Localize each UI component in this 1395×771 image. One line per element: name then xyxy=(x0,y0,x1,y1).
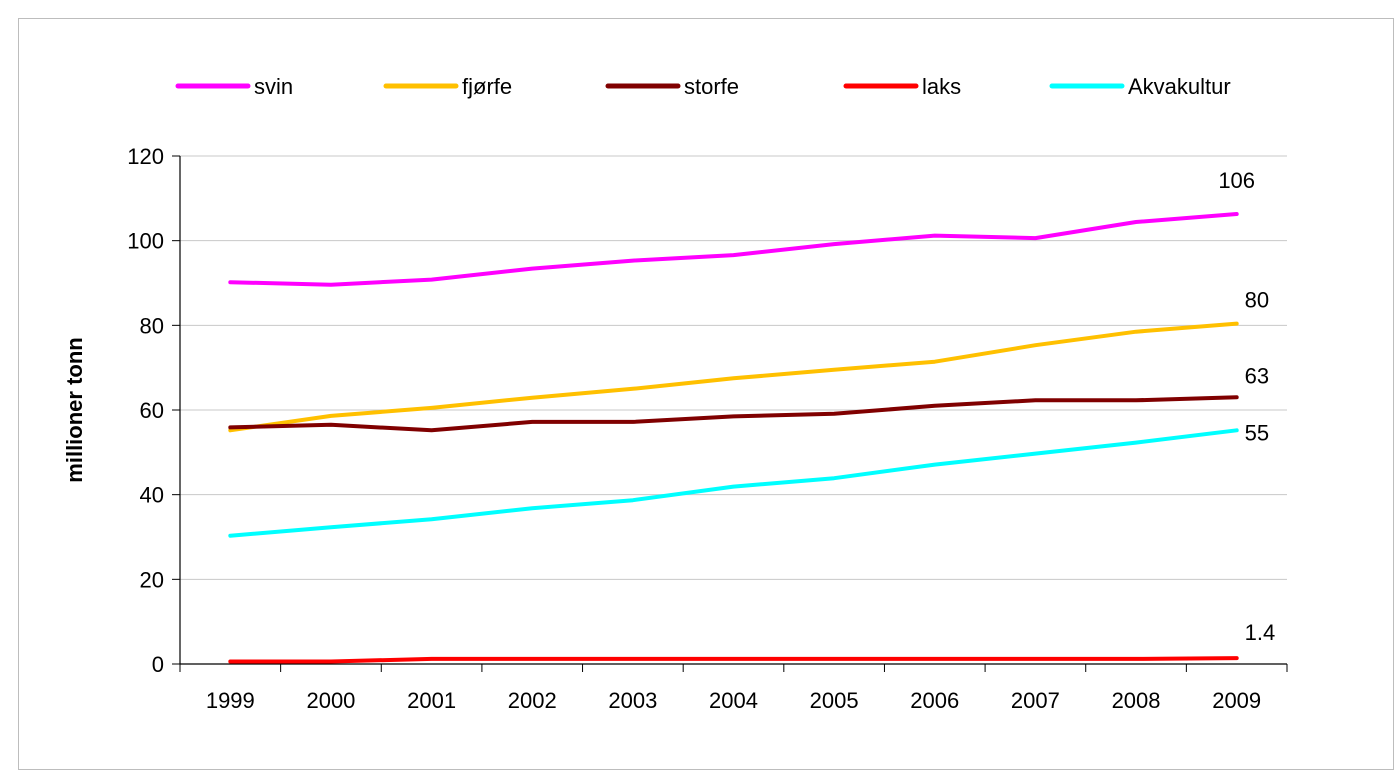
x-tick-label: 2008 xyxy=(1112,688,1161,713)
legend-label-0: svin xyxy=(254,74,293,99)
x-tick-label: 2003 xyxy=(608,688,657,713)
x-tick-label: 2006 xyxy=(910,688,959,713)
chart-frame xyxy=(18,18,1394,770)
y-tick-label: 100 xyxy=(127,229,164,254)
y-tick-label: 60 xyxy=(140,398,164,423)
x-tick-label: 2009 xyxy=(1212,688,1261,713)
y-tick-label: 0 xyxy=(152,652,164,677)
series-line-1 xyxy=(228,321,1239,433)
end-label-2: 63 xyxy=(1245,363,1269,388)
x-tick-label: 1999 xyxy=(206,688,255,713)
end-labels: 106 80 63 1.4 55 xyxy=(1218,168,1275,645)
y-tick-label: 80 xyxy=(140,313,164,338)
series-line-2 xyxy=(228,395,1239,433)
end-label-1: 80 xyxy=(1245,288,1269,313)
axes xyxy=(172,155,1288,672)
series-line-4 xyxy=(228,428,1239,538)
y-tick-label: 40 xyxy=(140,483,164,508)
tick-labels: 0 20 40 60 80 100 120 1999 2000 2001 2002 2003 2004 2… xyxy=(127,144,1261,713)
legend: svin fjørfe storfe laks Akvakultur xyxy=(175,74,1231,99)
series-line-3 xyxy=(228,656,1239,664)
y-tick-label: 20 xyxy=(140,567,164,592)
y-tick-label: 120 xyxy=(127,144,164,169)
legend-label-1: fjørfe xyxy=(462,74,512,99)
end-label-0: 106 xyxy=(1218,168,1255,193)
end-label-4: 55 xyxy=(1245,420,1269,445)
x-tick-label: 2001 xyxy=(407,688,456,713)
end-label-3: 1.4 xyxy=(1245,620,1276,645)
legend-label-2: storfe xyxy=(684,74,739,99)
x-tick-label: 2004 xyxy=(709,688,758,713)
gridlines xyxy=(180,155,1287,580)
legend-label-3: laks xyxy=(922,74,961,99)
y-axis-label: millioner tonn xyxy=(62,337,87,482)
x-tick-label: 2005 xyxy=(810,688,859,713)
x-tick-label: 2002 xyxy=(508,688,557,713)
series-line-0 xyxy=(228,212,1239,287)
x-tick-label: 2007 xyxy=(1011,688,1060,713)
series-lines xyxy=(228,212,1239,664)
legend-label-4: Akvakultur xyxy=(1128,74,1231,99)
x-tick-label: 2000 xyxy=(306,688,355,713)
